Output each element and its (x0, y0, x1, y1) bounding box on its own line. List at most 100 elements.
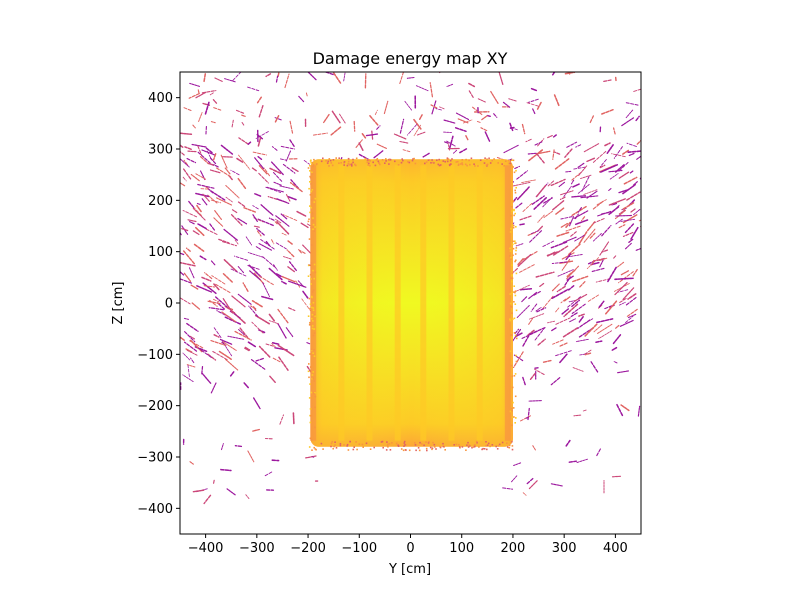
edge-speck (491, 444, 494, 446)
edge-speck (408, 161, 411, 164)
track-segment (195, 91, 207, 99)
track-segment (285, 194, 291, 202)
track-segment (275, 215, 290, 227)
track-segment (399, 72, 405, 85)
x-tick-label: −300 (239, 541, 275, 556)
edge-speck (486, 444, 489, 446)
track-segment (512, 268, 519, 273)
edge-speck (347, 449, 350, 451)
track-segment (502, 487, 514, 490)
edge-speck (311, 449, 313, 451)
track-segment (257, 156, 263, 160)
edge-speck (314, 392, 316, 394)
edge-speck (489, 445, 491, 448)
edge-speck (310, 190, 313, 193)
track-segment (589, 232, 596, 239)
edge-speck (511, 312, 513, 314)
edge-speck (514, 240, 516, 242)
track-segment (446, 83, 454, 87)
chart-title: Damage energy map XY (313, 49, 508, 68)
edge-speck (509, 350, 512, 353)
track-segment (201, 372, 212, 384)
edge-speck (508, 159, 510, 162)
edge-speck (514, 422, 516, 424)
edge-speck (467, 446, 470, 448)
track-segment (224, 167, 231, 175)
edge-speck (515, 354, 517, 357)
edge-speck (397, 445, 400, 447)
track-segment (592, 233, 602, 242)
track-segment (519, 223, 525, 226)
track-segment (213, 217, 224, 227)
track-segment (205, 147, 213, 154)
edge-speck (401, 158, 403, 160)
edge-speck (309, 414, 311, 417)
edge-speck (308, 376, 310, 379)
track-segment (625, 102, 639, 106)
track-segment (224, 316, 242, 325)
track-segment (561, 236, 577, 244)
track-segment (618, 171, 630, 179)
track-segment (595, 340, 603, 343)
edge-speck (511, 206, 513, 208)
edge-speck (511, 410, 513, 412)
track-segment (225, 358, 239, 371)
edge-speck (515, 249, 517, 252)
track-segment (579, 174, 592, 180)
edge-speck (309, 205, 311, 207)
edge-speck (310, 244, 313, 246)
edge-speck (509, 318, 511, 320)
track-segment (204, 100, 210, 115)
track-segment (571, 195, 587, 198)
track-segment (220, 154, 228, 169)
track-segment (259, 238, 275, 250)
edge-speck (512, 407, 515, 409)
edge-speck (509, 231, 512, 233)
track-segment (614, 277, 634, 281)
track-segment (219, 338, 233, 345)
edge-speck (512, 226, 515, 229)
edge-speck (486, 158, 488, 160)
track-segment (600, 164, 619, 173)
track-segment (583, 189, 598, 195)
edge-speck (309, 176, 312, 179)
track-segment (210, 382, 217, 394)
edge-speck (368, 159, 370, 161)
track-segment (212, 99, 218, 104)
edge-speck (356, 448, 358, 451)
track-segment (577, 207, 582, 213)
track-segment (244, 346, 251, 351)
track-segment (621, 117, 635, 127)
track-segment (551, 288, 569, 299)
track-segment (210, 199, 222, 204)
edge-speck (313, 380, 315, 382)
track-segment (530, 87, 538, 92)
edge-speck (309, 323, 312, 326)
edge-speck (510, 334, 512, 336)
edge-speck (438, 158, 440, 161)
edge-speck (327, 160, 330, 163)
edge-speck (308, 363, 310, 365)
track-segment (258, 164, 268, 175)
track-segment (210, 121, 216, 124)
track-segment (238, 329, 245, 336)
track-segment (262, 256, 276, 268)
edge-speck (457, 160, 459, 163)
edge-speck (475, 440, 478, 443)
track-segment (286, 195, 297, 201)
edge-speck (309, 170, 311, 172)
track-segment (532, 108, 536, 115)
edge-speck (510, 364, 513, 367)
track-segment (213, 107, 223, 111)
track-segment (586, 190, 598, 199)
edge-speck (464, 163, 467, 166)
edge-speck (403, 445, 405, 447)
track-segment (625, 109, 634, 119)
track-segment (618, 301, 626, 306)
track-segment (376, 125, 381, 130)
edge-speck (511, 375, 514, 378)
track-segment (557, 269, 574, 277)
track-segment (212, 153, 217, 161)
edge-speck (347, 158, 350, 160)
edge-speck (307, 264, 310, 267)
